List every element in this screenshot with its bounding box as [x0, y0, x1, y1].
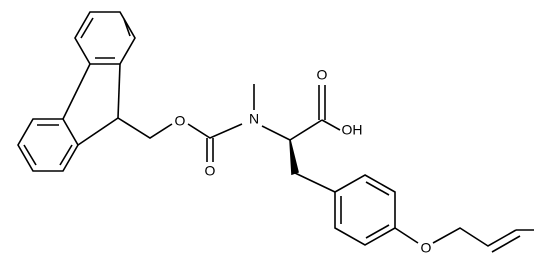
double-bond	[23, 144, 37, 166]
bond	[394, 227, 419, 244]
ring	[334, 174, 396, 246]
bond	[62, 63, 91, 120]
bond	[321, 119, 341, 131]
double-bond	[365, 224, 390, 239]
atom-label: O	[421, 240, 432, 256]
bond	[77, 117, 119, 146]
double-bond	[80, 17, 94, 39]
ring	[17, 118, 79, 172]
bond	[117, 63, 121, 119]
bond	[187, 123, 243, 139]
double-bond	[123, 18, 131, 37]
ring	[74, 11, 136, 65]
double-bond	[365, 181, 390, 196]
bond	[294, 172, 336, 193]
bonds	[17, 11, 534, 253]
bond	[261, 125, 291, 141]
double-bond	[491, 235, 521, 253]
bond	[289, 119, 323, 141]
wedge-bond	[289, 139, 299, 176]
atom-label: O	[205, 163, 216, 179]
bond	[117, 117, 173, 139]
bond	[432, 227, 517, 247]
atom-label: N	[249, 111, 259, 127]
atom-label: O	[317, 67, 328, 83]
atom-label: O	[175, 113, 186, 129]
atom-label: OH	[342, 122, 363, 138]
double-bond	[59, 144, 73, 166]
